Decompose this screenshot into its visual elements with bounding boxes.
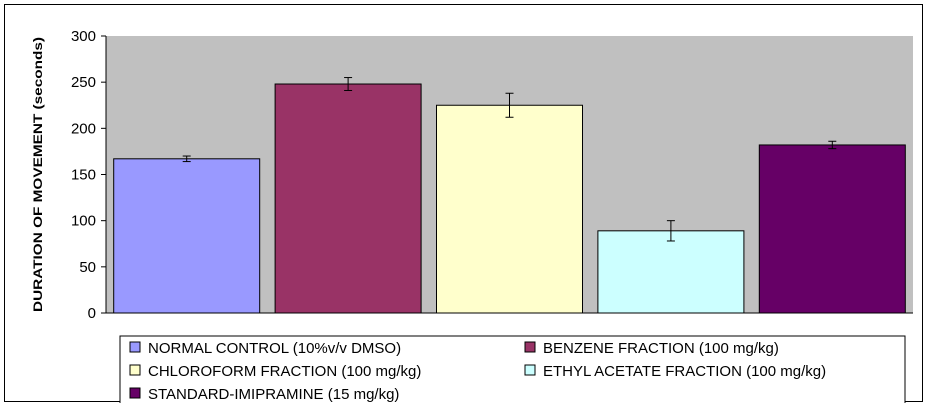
- bar: [113, 158, 261, 314]
- y-tick-label: 150: [71, 167, 96, 184]
- legend-label: ETHYL ACETATE FRACTION (100 mg/kg): [543, 363, 826, 380]
- legend-swatch: [129, 341, 141, 353]
- legend-label: NORMAL CONTROL (10%v/v DMSO): [148, 340, 401, 357]
- y-axis-title: DURATION OF MOVEMENT (seconds): [31, 37, 45, 312]
- bar: [274, 83, 422, 314]
- legend-label: BENZENE FRACTION (100 mg/kg): [543, 340, 779, 357]
- bar: [758, 144, 906, 314]
- y-tick-label: 100: [71, 213, 96, 230]
- bar: [436, 104, 583, 314]
- legend-swatch: [129, 387, 141, 399]
- y-tick-label: 50: [79, 259, 96, 276]
- legend: [119, 335, 906, 403]
- legend-label: STANDARD-IMIPRAMINE (15 mg/kg): [148, 386, 399, 403]
- legend-swatch: [524, 364, 536, 376]
- y-tick-label: 0: [88, 305, 96, 322]
- legend-swatch: [129, 364, 141, 376]
- bar: [597, 230, 745, 314]
- y-tick-label: 300: [71, 28, 96, 45]
- legend-swatch: [524, 341, 536, 353]
- y-tick-label: 250: [71, 74, 96, 91]
- y-tick-label: 200: [71, 120, 96, 137]
- legend-label: CHLOROFORM FRACTION (100 mg/kg): [148, 363, 421, 380]
